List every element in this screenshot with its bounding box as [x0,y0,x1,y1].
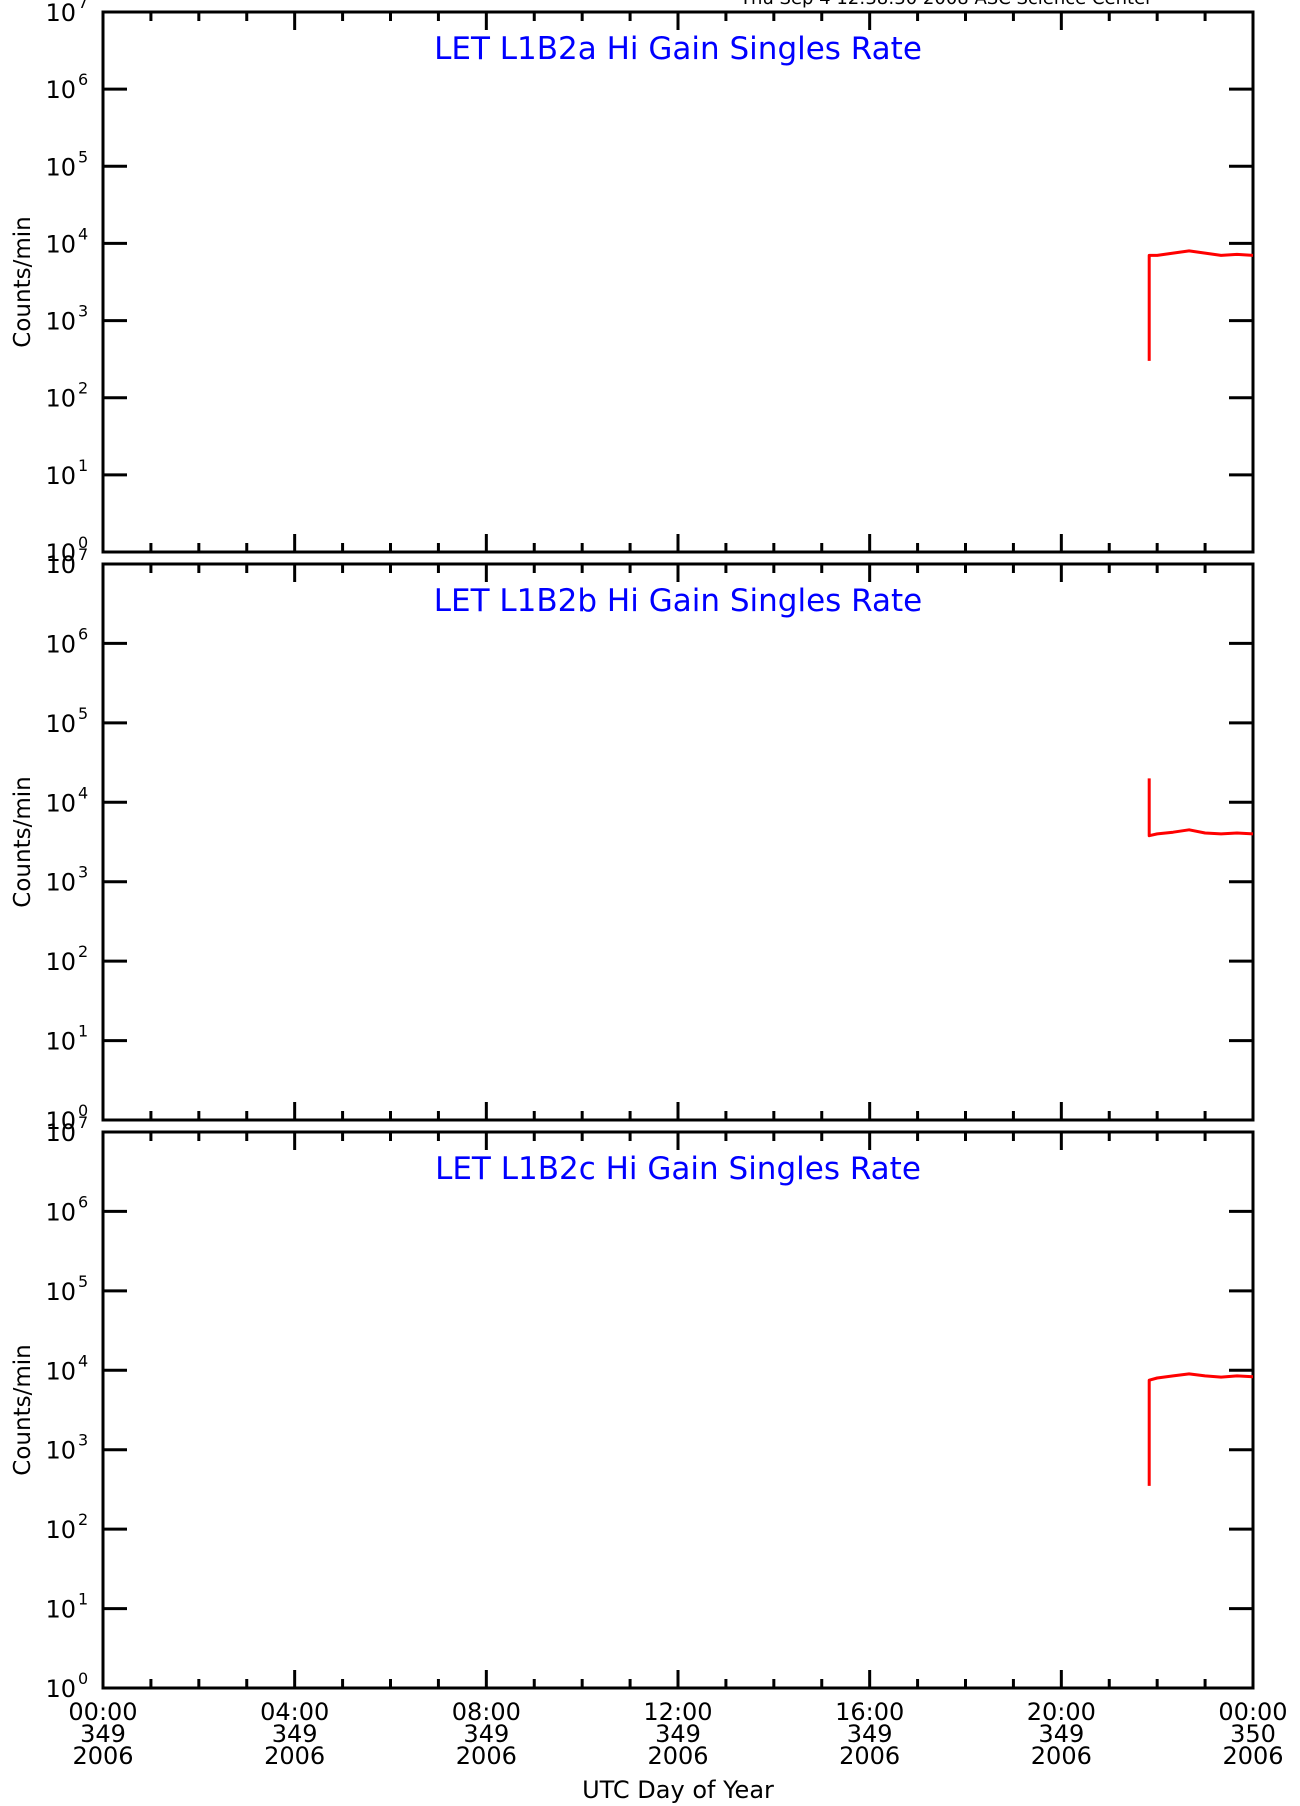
panel-title: LET L1B2b Hi Gain Singles Rate [434,583,922,619]
y-tick-label: 10 [45,153,76,181]
y-tick-exponent: 0 [78,533,88,552]
y-tick-label: 10 [45,551,76,579]
y-tick-exponent: 3 [78,1431,88,1450]
x-tick-label-time: 00:00 [68,1698,137,1726]
x-tick-label-doy: 349 [463,1720,509,1748]
x-tick-label-year: 2006 [1031,1742,1092,1770]
y-tick-label: 10 [45,0,76,27]
y-tick-exponent: 4 [78,783,88,802]
x-tick-label-time: 08:00 [452,1698,521,1726]
y-tick-label: 10 [45,630,76,658]
y-tick-exponent: 7 [78,0,88,12]
y-tick-exponent: 5 [78,147,88,166]
x-tick-label-doy: 349 [655,1720,701,1748]
y-axis-label: Counts/min [10,1344,36,1475]
x-axis-label: UTC Day of Year [582,1776,774,1804]
x-tick-label-doy: 349 [80,1720,126,1748]
x-tick-label-year: 2006 [72,1742,133,1770]
x-tick-label-time: 16:00 [835,1698,904,1726]
panel-title: LET L1B2a Hi Gain Singles Rate [434,31,922,67]
x-tick-label-time: 20:00 [1027,1698,1096,1726]
y-tick-exponent: 1 [78,456,88,475]
plot-frame [101,562,1255,1122]
x-tick-label-year: 2006 [647,1742,708,1770]
x-tick-label-year: 2006 [456,1742,517,1770]
y-tick-label: 10 [45,789,76,817]
x-tick-label-doy: 349 [272,1720,318,1748]
x-tick-label-doy: 349 [1038,1720,1084,1748]
y-tick-exponent: 6 [78,1192,88,1211]
x-tick-label-doy: 349 [847,1720,893,1748]
y-tick-label: 10 [45,539,76,567]
y-tick-label: 10 [45,710,76,738]
x-tick-label-year: 2006 [1222,1742,1283,1770]
y-tick-exponent: 5 [78,1272,88,1291]
y-tick-exponent: 2 [78,942,88,961]
y-tick-label: 10 [45,1119,76,1147]
y-tick-label: 10 [45,308,76,336]
y-tick-label: 10 [45,1675,76,1703]
y-tick-exponent: 1 [78,1590,88,1609]
y-tick-exponent: 2 [78,379,88,398]
y-tick-exponent: 1 [78,1022,88,1041]
series-line [1147,778,1254,838]
series-line [1147,1372,1254,1486]
y-tick-label: 10 [45,385,76,413]
y-tick-label: 10 [45,948,76,976]
y-tick-exponent: 3 [78,863,88,882]
y-tick-exponent: 2 [78,1510,88,1529]
y-tick-exponent: 0 [78,1101,88,1120]
plot-frame [101,10,1255,554]
x-tick-label-year: 2006 [264,1742,325,1770]
y-tick-exponent: 5 [78,704,88,723]
y-tick-exponent: 7 [78,1113,88,1132]
y-tick-label: 10 [45,1516,76,1544]
plot-frame [101,1130,1255,1690]
series-line [1147,249,1254,361]
x-tick-label-time: 04:00 [260,1698,329,1726]
y-tick-label: 10 [45,1357,76,1385]
x-tick-label-year: 2006 [839,1742,900,1770]
y-tick-label: 10 [45,869,76,897]
y-axis-label: Counts/min [10,216,36,347]
x-tick-label-doy: 350 [1230,1720,1276,1748]
panel-title: LET L1B2c Hi Gain Singles Rate [435,1151,921,1187]
header-timestamp: Thu Sep 4 12:38:30 2008 ASC Science Cent… [740,0,1153,9]
y-tick-label: 10 [45,1107,76,1135]
y-tick-label: 10 [45,76,76,104]
y-tick-exponent: 0 [78,1669,88,1688]
y-axis-label: Counts/min [10,776,36,907]
y-tick-exponent: 7 [78,545,88,564]
y-tick-label: 10 [45,1278,76,1306]
y-tick-exponent: 4 [78,224,88,243]
x-tick-label-time: 00:00 [1218,1698,1287,1726]
y-tick-label: 10 [45,1028,76,1056]
y-tick-exponent: 6 [78,70,88,89]
y-tick-exponent: 6 [78,624,88,643]
y-tick-label: 10 [45,1437,76,1465]
y-tick-label: 10 [45,230,76,258]
x-tick-label-time: 12:00 [643,1698,712,1726]
y-tick-label: 10 [45,462,76,490]
y-tick-exponent: 3 [78,302,88,321]
y-tick-label: 10 [45,1596,76,1624]
y-tick-exponent: 4 [78,1351,88,1370]
y-tick-label: 10 [45,1198,76,1226]
